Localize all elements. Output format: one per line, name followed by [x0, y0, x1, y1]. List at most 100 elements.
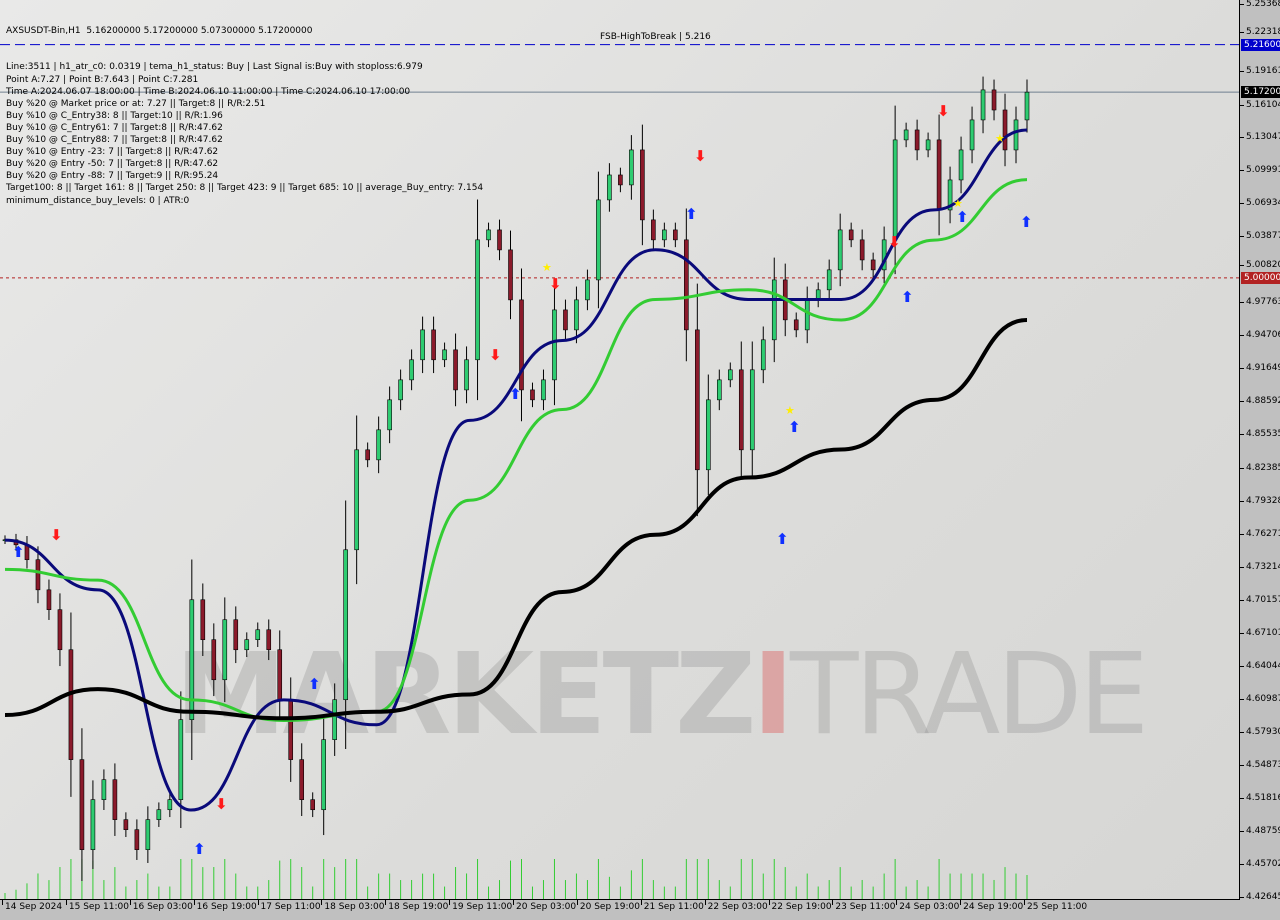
- bear-candle: [530, 389, 535, 401]
- bull-candle: [717, 379, 722, 401]
- x-tick-label: 17 Sep 11:00: [257, 900, 321, 912]
- bull-candle: [969, 119, 975, 151]
- bull-candle: [947, 179, 953, 211]
- x-tick-label: 15 Sep 11:00: [65, 900, 129, 912]
- star-icon: ★: [953, 197, 963, 210]
- buy-arrow-icon: ⬆: [308, 675, 321, 693]
- indicator-info-panel: AXSUSDT-Bin,H1 5.16200000 5.17200000 5.0…: [6, 1, 483, 231]
- bear-candle: [57, 609, 63, 651]
- y-tick-text: 4.73214: [1246, 562, 1280, 572]
- bull-candle: [189, 599, 195, 720]
- buy-arrow-icon: ⬆: [12, 543, 25, 561]
- bull-candle: [90, 799, 96, 850]
- sell-arrow-icon: ⬇: [50, 526, 63, 544]
- sell-arrow-icon: ⬇: [888, 233, 901, 251]
- bear-candle: [618, 174, 623, 186]
- bull-candle: [903, 129, 909, 141]
- bull-candle: [156, 809, 162, 820]
- price-level-label: 5.21600: [1241, 38, 1280, 51]
- symbol-ohlc-line: AXSUSDT-Bin,H1 5.16200000 5.17200000 5.0…: [6, 26, 313, 37]
- sell-arrow-icon: ⬇: [489, 346, 502, 364]
- bear-candle: [266, 629, 272, 651]
- bull-candle: [749, 369, 755, 451]
- y-tick-text: 4.97763: [1246, 296, 1280, 307]
- info-line: Point A:7.27 | Point B:7.643 | Point C:7…: [6, 74, 199, 85]
- tema-line: [4, 128, 1028, 812]
- bull-candle: [486, 229, 491, 241]
- info-line: Buy %10 @ Entry -23: 7 || Target:8 || R/…: [6, 147, 219, 158]
- x-tick-label: 22 Sep 03:00: [704, 900, 768, 912]
- x-tick-label: 16 Sep 19:00: [193, 900, 257, 912]
- bull-candle: [958, 149, 964, 181]
- price-chart[interactable]: [0, 0, 1240, 900]
- x-tick-label: 18 Sep 19:00: [385, 900, 449, 912]
- bull-candle: [925, 139, 931, 151]
- ma_black-line: [4, 317, 1028, 721]
- bull-candle: [167, 799, 173, 811]
- bull-candle: [145, 819, 151, 850]
- x-tick-label: 16 Sep 03:00: [129, 900, 193, 912]
- bear-candle: [123, 819, 129, 830]
- bear-candle: [46, 589, 52, 610]
- bull-candle: [596, 199, 601, 281]
- bear-candle: [288, 699, 294, 760]
- sell-arrow-icon: ⬇: [937, 102, 950, 120]
- y-tick-text: 4.51816: [1246, 792, 1280, 803]
- y-tick-text: 4.57930: [1246, 726, 1280, 737]
- bull-candle: [771, 279, 777, 341]
- y-tick-text: 4.54873: [1246, 759, 1280, 770]
- y-tick-text: 4.70157: [1246, 595, 1280, 605]
- bull-candle: [574, 299, 579, 331]
- bear-candle: [134, 829, 140, 850]
- watermark-logo: MARKETZITRADE: [175, 630, 1149, 760]
- info-line: Time A:2024.06.07 18:00:00 | Time B:2024…: [6, 86, 411, 97]
- info-line: Buy %10 @ C_Entry38: 8 || Target:10 || R…: [6, 110, 223, 121]
- x-tick-label: 25 Sep 11:00: [1023, 900, 1088, 912]
- star-icon: ★: [995, 132, 1005, 145]
- bear-candle: [991, 89, 997, 111]
- ma_green-line: [4, 178, 1028, 722]
- chart-plot-area[interactable]: MARKETZITRADE AXSUSDT-Bin,H1 5.16200000 …: [0, 0, 1240, 900]
- info-line: Buy %10 @ C_Entry61: 7 || Target:8 || R/…: [6, 122, 223, 133]
- buy-arrow-icon: ⬆: [1020, 213, 1033, 231]
- bull-candle: [541, 379, 546, 401]
- bear-candle: [431, 329, 436, 361]
- bear-candle: [914, 129, 920, 151]
- sell-arrow-icon: ⬇: [694, 147, 707, 165]
- y-tick-text: 4.60987: [1246, 693, 1280, 704]
- y-tick-text: 5.13047: [1246, 132, 1280, 142]
- bear-candle: [79, 759, 85, 850]
- info-line: Buy %20 @ Market price or at: 7.27 || Ta…: [6, 98, 266, 109]
- time-axis[interactable]: 14 Sep 2024 15 Sep 11:00 16 Sep 03:00 16 Se…: [0, 900, 1240, 920]
- buy-arrow-icon: ⬆: [901, 288, 914, 306]
- x-tick-label: 19 Sep 11:00: [449, 900, 513, 912]
- buy-arrow-icon: ⬆: [956, 208, 969, 226]
- y-tick-text: 5.19161: [1246, 66, 1280, 76]
- bull-candle: [804, 299, 810, 331]
- star-icon: ★: [542, 261, 552, 274]
- bear-candle: [738, 369, 744, 451]
- y-tick-text: 4.64044: [1246, 660, 1280, 671]
- bear-candle: [651, 219, 656, 241]
- bull-candle: [255, 629, 261, 640]
- bull-candle: [980, 89, 986, 121]
- bull-candle: [837, 229, 843, 271]
- y-tick-text: 4.67101: [1246, 627, 1280, 638]
- bear-candle: [684, 239, 689, 331]
- bear-candle: [1002, 109, 1008, 151]
- bull-candle: [321, 739, 326, 811]
- x-tick-label: 20 Sep 19:00: [576, 900, 640, 912]
- info-line: Target100: 8 || Target 161: 8 || Target …: [6, 183, 484, 194]
- price-axis[interactable]: 5.25368 5.22318 5.19161 5.16104 5.13047 5.099…: [1240, 0, 1280, 902]
- sell-arrow-icon: ⬇: [549, 275, 562, 293]
- bull-candle: [222, 619, 228, 681]
- bear-candle: [310, 799, 315, 811]
- x-tick-label: 24 Sep 03:00: [896, 900, 960, 912]
- bear-candle: [640, 149, 645, 221]
- bear-candle: [200, 599, 206, 640]
- bull-candle: [826, 269, 832, 291]
- info-line: Buy %20 @ Entry -50: 7 || Target:8 || R/…: [6, 159, 219, 170]
- bear-candle: [299, 759, 305, 800]
- x-tick-label: 24 Sep 19:00: [960, 900, 1024, 912]
- bull-candle: [1024, 91, 1030, 121]
